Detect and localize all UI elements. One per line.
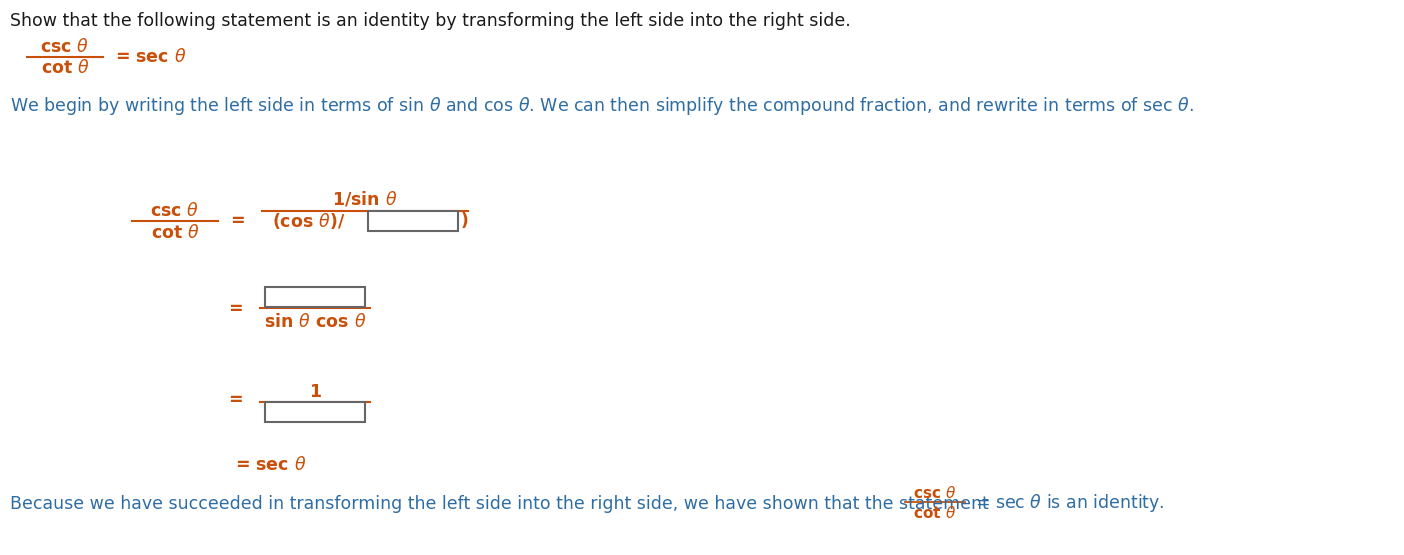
FancyBboxPatch shape [265,402,365,422]
Text: cot $\theta$: cot $\theta$ [914,505,956,521]
Text: = sec $\theta$: = sec $\theta$ [115,48,187,66]
Text: sin $\theta$ cos $\theta$: sin $\theta$ cos $\theta$ [264,313,366,331]
Text: (cos $\theta$)/: (cos $\theta$)/ [272,211,345,231]
Text: =: = [227,300,243,318]
Text: cot $\theta$: cot $\theta$ [41,59,90,77]
Text: csc $\theta$: csc $\theta$ [41,38,90,56]
Text: 1: 1 [309,383,322,401]
Text: = sec $\theta$ is an identity.: = sec $\theta$ is an identity. [974,492,1164,514]
Text: = sec $\theta$: = sec $\theta$ [234,456,306,474]
Text: Show that the following statement is an identity by transforming the left side i: Show that the following statement is an … [10,12,851,30]
Text: csc $\theta$: csc $\theta$ [150,202,199,220]
Text: ): ) [461,212,469,230]
Text: We begin by writing the left side in terms of sin $\theta$ and cos $\theta$. We : We begin by writing the left side in ter… [10,95,1193,117]
FancyBboxPatch shape [265,287,365,307]
Text: =: = [227,391,243,409]
Text: Because we have succeeded in transforming the left side into the right side, we : Because we have succeeded in transformin… [10,495,988,513]
Text: cot $\theta$: cot $\theta$ [150,224,199,242]
FancyBboxPatch shape [368,211,458,231]
Text: 1/sin $\theta$: 1/sin $\theta$ [333,190,397,209]
Text: csc $\theta$: csc $\theta$ [913,485,956,501]
Text: =: = [230,212,244,230]
